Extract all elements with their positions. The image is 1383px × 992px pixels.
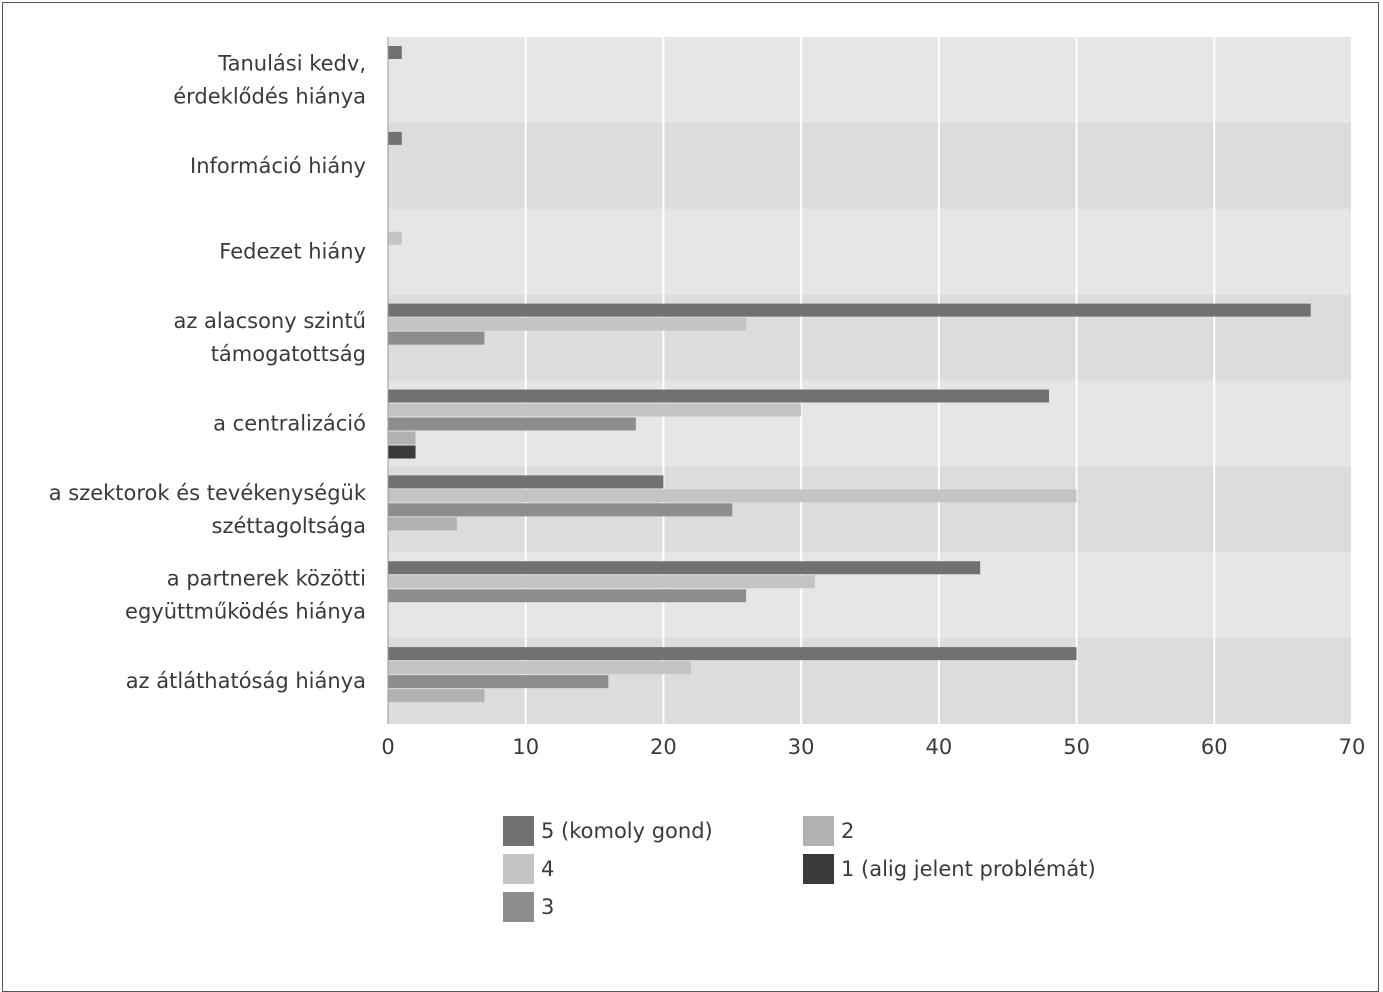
bar <box>388 389 1050 403</box>
bar <box>388 647 1077 661</box>
bar <box>388 575 815 589</box>
category-label: Információ hiány <box>190 154 366 178</box>
bar <box>388 231 402 245</box>
x-tick-label: 10 <box>512 735 539 759</box>
category-label: az alacsony szintű <box>173 309 366 333</box>
legend-swatch <box>803 854 834 884</box>
legend-label: 4 <box>541 857 554 881</box>
bar <box>388 675 609 689</box>
category-label: a centralizáció <box>213 411 366 435</box>
bar <box>388 561 981 575</box>
bar <box>388 403 802 417</box>
x-tick-label: 20 <box>650 735 677 759</box>
bar <box>388 131 402 145</box>
bar <box>388 417 636 431</box>
bar <box>388 445 416 459</box>
x-tick-label: 0 <box>381 735 394 759</box>
legend-label: 2 <box>841 819 854 843</box>
category-label: a szektorok és tevékenységük <box>49 481 367 505</box>
x-tick-label: 40 <box>925 735 952 759</box>
legend-label: 1 (alig jelent problémát) <box>841 857 1096 881</box>
bar <box>388 589 747 603</box>
legend-swatch <box>803 816 834 846</box>
category-label: együttműködés hiánya <box>125 600 366 624</box>
category-label: Tanulási kedv, <box>217 51 366 75</box>
category-label: a partnerek közötti <box>167 567 366 591</box>
legend-label: 3 <box>541 895 554 919</box>
x-tick-label: 30 <box>788 735 815 759</box>
bar <box>388 331 485 345</box>
bar <box>388 503 733 517</box>
category-label: Fedezet hiány <box>219 240 366 264</box>
bar <box>388 431 416 445</box>
bar <box>388 689 485 703</box>
category-label: az átláthatóság hiánya <box>126 669 366 693</box>
bar <box>388 489 1077 503</box>
bar <box>388 517 457 531</box>
legend-swatch <box>503 854 534 884</box>
legend-swatch <box>503 816 534 846</box>
bar <box>388 317 747 331</box>
plot-band <box>388 122 1352 209</box>
bar <box>388 46 402 59</box>
x-tick-label: 50 <box>1063 735 1090 759</box>
legend-label: 5 (komoly gond) <box>541 819 713 843</box>
legend-swatch <box>503 892 534 922</box>
category-label: széttagoltsága <box>212 514 366 538</box>
category-label: támogatottság <box>211 342 366 366</box>
x-tick-label: 60 <box>1201 735 1228 759</box>
bar <box>388 661 691 675</box>
x-tick-label: 70 <box>1339 735 1366 759</box>
bar <box>388 475 664 489</box>
category-label: érdeklődés hiánya <box>173 84 366 108</box>
bar-chart: Tanulási kedv, érdeklődés hiánya Informáci… <box>49 37 1366 922</box>
bar <box>388 303 1311 317</box>
